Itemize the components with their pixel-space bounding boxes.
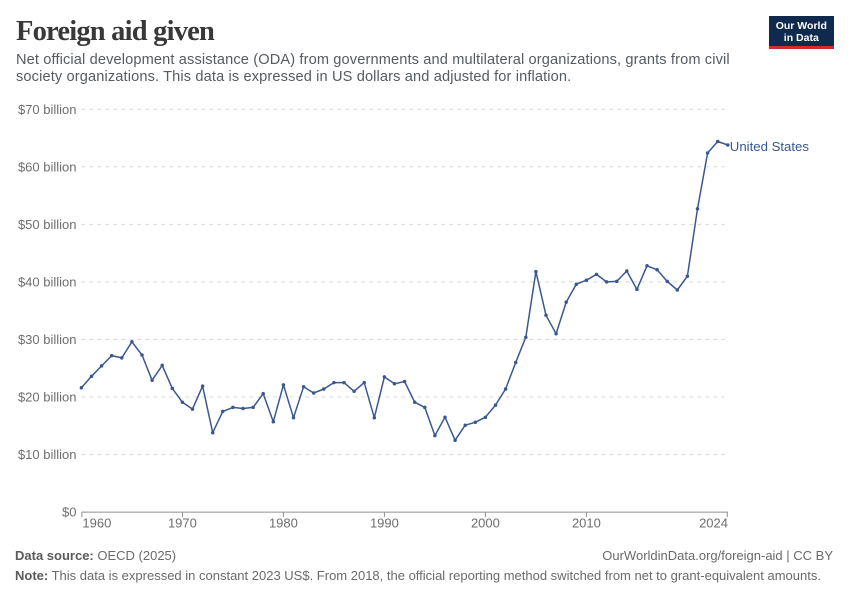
svg-text:$10 billion: $10 billion (18, 447, 77, 462)
svg-text:2024: 2024 (699, 515, 728, 530)
svg-text:$20 billion: $20 billion (18, 390, 77, 405)
svg-text:$0: $0 (62, 505, 76, 520)
svg-text:United States: United States (730, 139, 810, 154)
svg-text:$50 billion: $50 billion (18, 217, 77, 232)
svg-text:1990: 1990 (370, 515, 399, 530)
svg-text:1980: 1980 (269, 515, 298, 530)
svg-text:$70 billion: $70 billion (18, 102, 77, 117)
svg-text:1970: 1970 (168, 515, 197, 530)
svg-text:2010: 2010 (572, 515, 601, 530)
svg-text:$60 billion: $60 billion (18, 159, 77, 174)
svg-text:$40 billion: $40 billion (18, 274, 77, 289)
svg-text:$30 billion: $30 billion (18, 332, 77, 347)
svg-text:2000: 2000 (471, 515, 500, 530)
svg-text:1960: 1960 (82, 515, 111, 530)
